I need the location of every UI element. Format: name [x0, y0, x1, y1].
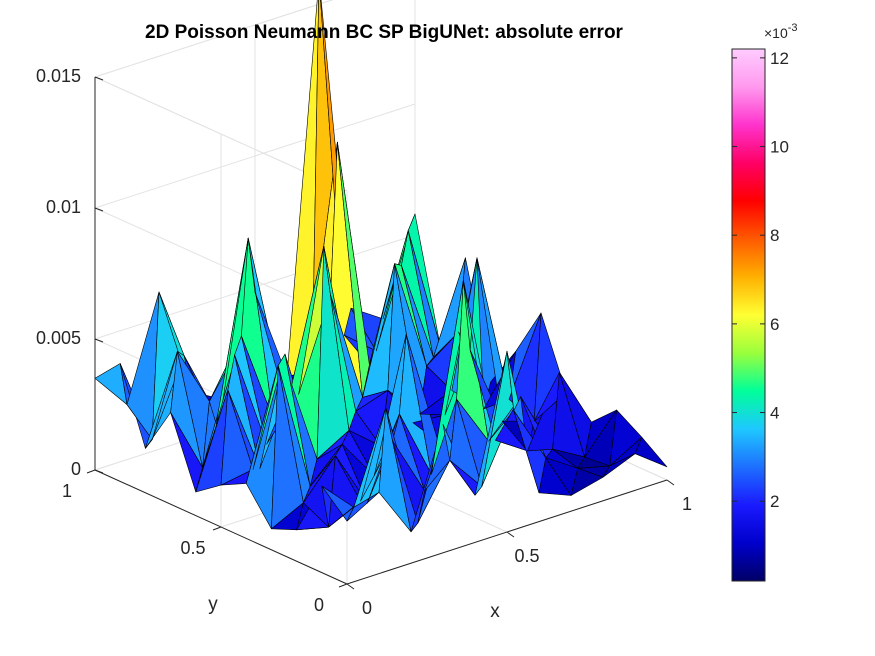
surface-facet — [634, 436, 668, 468]
z-tick-mark — [94, 338, 104, 343]
chart-title: 2D Poisson Neumann BC SP BigUNet: absolu… — [145, 22, 624, 43]
colorbar-tick-label: 4 — [770, 404, 779, 423]
y-tick-mark — [212, 526, 222, 531]
colorbar-tick-label: 10 — [770, 138, 789, 157]
colorbar-tick-label: 12 — [770, 49, 789, 68]
y-tick-label: 1 — [62, 481, 72, 501]
x-tick-label: 1 — [682, 494, 692, 514]
x-tick-label: 0 — [362, 598, 372, 618]
z-tick-mark — [94, 207, 104, 212]
z-tick-label: 0.005 — [36, 328, 81, 348]
y-tick-label: 0 — [314, 595, 324, 615]
colorbar-tick-label: 6 — [770, 315, 779, 334]
y-axis-label: y — [208, 594, 218, 615]
y-tick-mark — [86, 469, 96, 474]
x-tick-mark — [506, 531, 515, 538]
colorbar: ×10-3 2 4 6 8 10 12 — [731, 22, 798, 582]
z-tick-label: 0.015 — [36, 66, 81, 86]
x-axis-label: x — [490, 601, 500, 622]
y-tick-mark — [338, 583, 348, 588]
colorbar-tick-label: 2 — [770, 492, 779, 511]
x-tick-label: 0.5 — [514, 546, 539, 566]
z-tick-label: 0.01 — [46, 197, 81, 217]
z-tick-mark — [94, 76, 104, 81]
colorbar-tick-label: 8 — [770, 226, 779, 245]
surface — [94, 0, 668, 533]
colorbar-gradient — [731, 48, 766, 582]
axes-grid — [94, 0, 668, 585]
y-tick-label: 0.5 — [180, 538, 205, 558]
z-tick-label: 0 — [71, 459, 81, 479]
colorbar-exponent: ×10-3 — [764, 22, 798, 41]
x-tick-mark — [346, 583, 355, 590]
x-tick-mark — [666, 479, 675, 486]
z-tick-mark — [94, 469, 104, 474]
